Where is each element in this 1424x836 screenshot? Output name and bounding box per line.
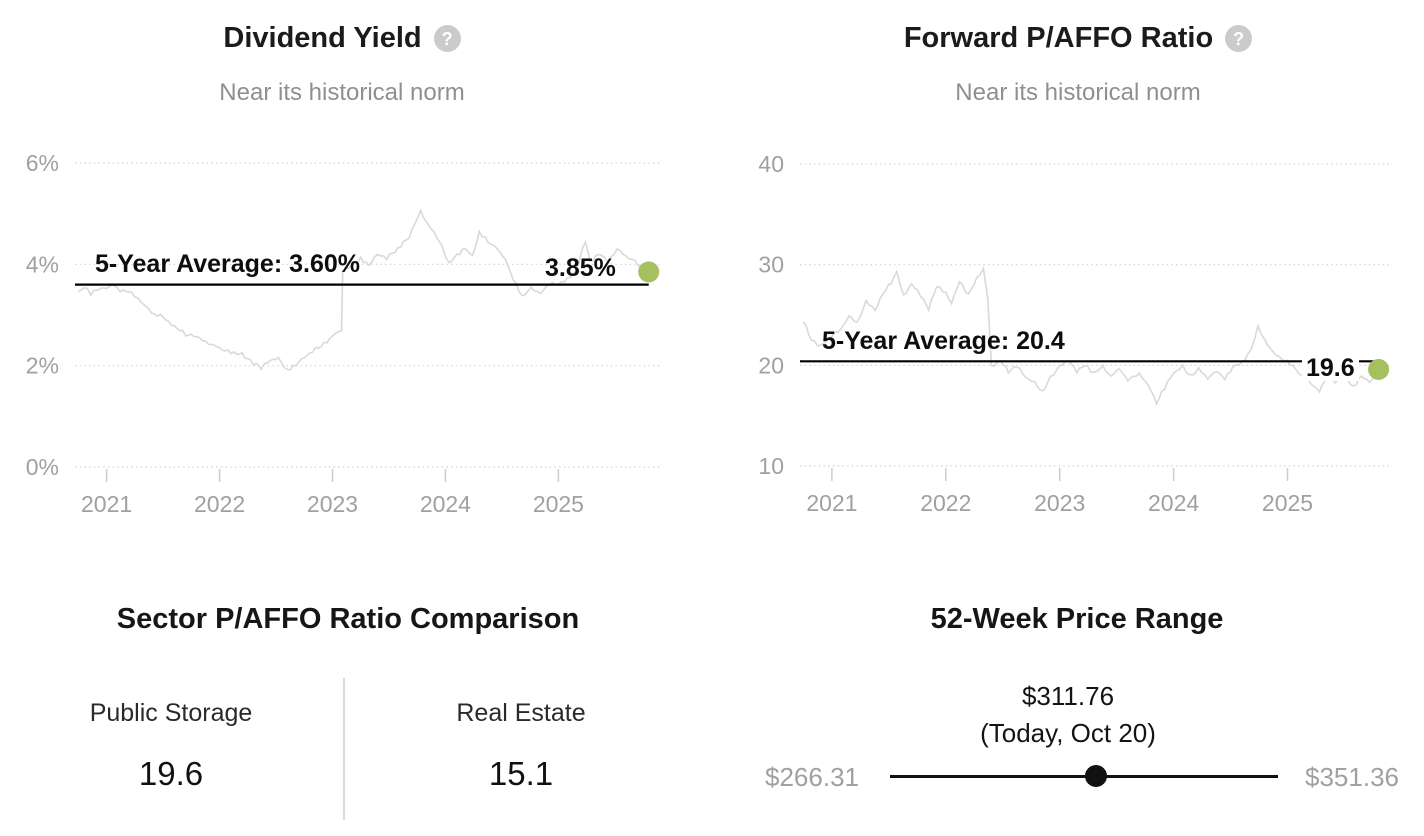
comparison-column-value: 19.6 (138, 755, 204, 792)
help-icon[interactable]: ? (1225, 25, 1253, 52)
x-tick-label: 2023 (1034, 490, 1085, 516)
current-value-dot (1368, 358, 1390, 380)
price-range-handle-icon (1085, 765, 1107, 787)
dividend-yield-subtitle: Near its historical norm (219, 79, 465, 106)
series-line (77, 208, 649, 371)
current-price: $311.76 (1021, 681, 1115, 711)
price-range-title: 52-Week Price Range (930, 603, 1224, 635)
current-value-label: 3.85% (545, 254, 616, 282)
comparison-column-value: 15.1 (488, 755, 554, 792)
current-value-dot (638, 261, 660, 283)
paffo-plot: 10 20 30 40 2021 2022 2023 2024 2025 (758, 151, 1390, 516)
y-tick-label: 4% (26, 251, 59, 277)
x-tick-label: 2022 (920, 490, 971, 516)
x-tick-label: 2023 (307, 491, 358, 517)
average-line-label: 5-Year Average: 3.60% (95, 250, 360, 278)
help-icon[interactable]: ? (433, 25, 461, 52)
range-high-label: $351.36 (1305, 762, 1399, 792)
current-value-label: 19.6 (1302, 356, 1359, 381)
y-tick-label: 6% (26, 150, 59, 176)
paffo-header: Forward P/AFFO Ratio ? (722, 24, 1424, 53)
column-divider (343, 678, 345, 820)
y-tick-label: 2% (26, 353, 59, 379)
dividend-yield-header: Dividend Yield ? (0, 24, 698, 53)
y-tick-label: 40 (758, 151, 784, 177)
dividend-yield-plot: 0% 2% 4% 6% 2021 2022 2023 2024 2025 (26, 150, 660, 517)
y-tick-label: 20 (758, 352, 784, 378)
range-low-label: $266.31 (765, 762, 859, 792)
paffo-title: Forward P/AFFO Ratio (903, 22, 1214, 54)
paffo-subtitle: Near its historical norm (955, 79, 1201, 106)
x-tick-label: 2024 (1148, 490, 1199, 516)
comparison-column-label: Real Estate (456, 699, 586, 727)
dividend-yield-title: Dividend Yield (223, 22, 422, 54)
x-tick-label: 2021 (81, 491, 132, 517)
x-tick-label: 2021 (806, 490, 857, 516)
average-line-label: 5-Year Average: 20.4 (822, 327, 1065, 355)
current-price-date: (Today, Oct 20) (980, 718, 1156, 748)
paffo-panel: 10 20 30 40 2021 2022 2023 2024 2025 Forward P/A… (712, 0, 1424, 560)
x-tick-label: 2025 (533, 491, 584, 517)
y-tick-label: 30 (758, 252, 784, 278)
x-tick-label: 2025 (1262, 490, 1313, 516)
x-tick-label: 2022 (194, 491, 245, 517)
y-tick-label: 0% (26, 454, 59, 480)
comparison-column-label: Public Storage (89, 699, 253, 727)
x-tick-label: 2024 (420, 491, 471, 517)
series-line (802, 266, 1380, 407)
sector-comparison-title: Sector P/AFFO Ratio Comparison (116, 603, 580, 635)
y-tick-label: 10 (758, 453, 784, 479)
dividend-yield-panel: 0% 2% 4% 6% 2021 2022 2023 2024 2025 Dividend Yi… (0, 0, 712, 560)
price-range-track (890, 775, 1278, 778)
